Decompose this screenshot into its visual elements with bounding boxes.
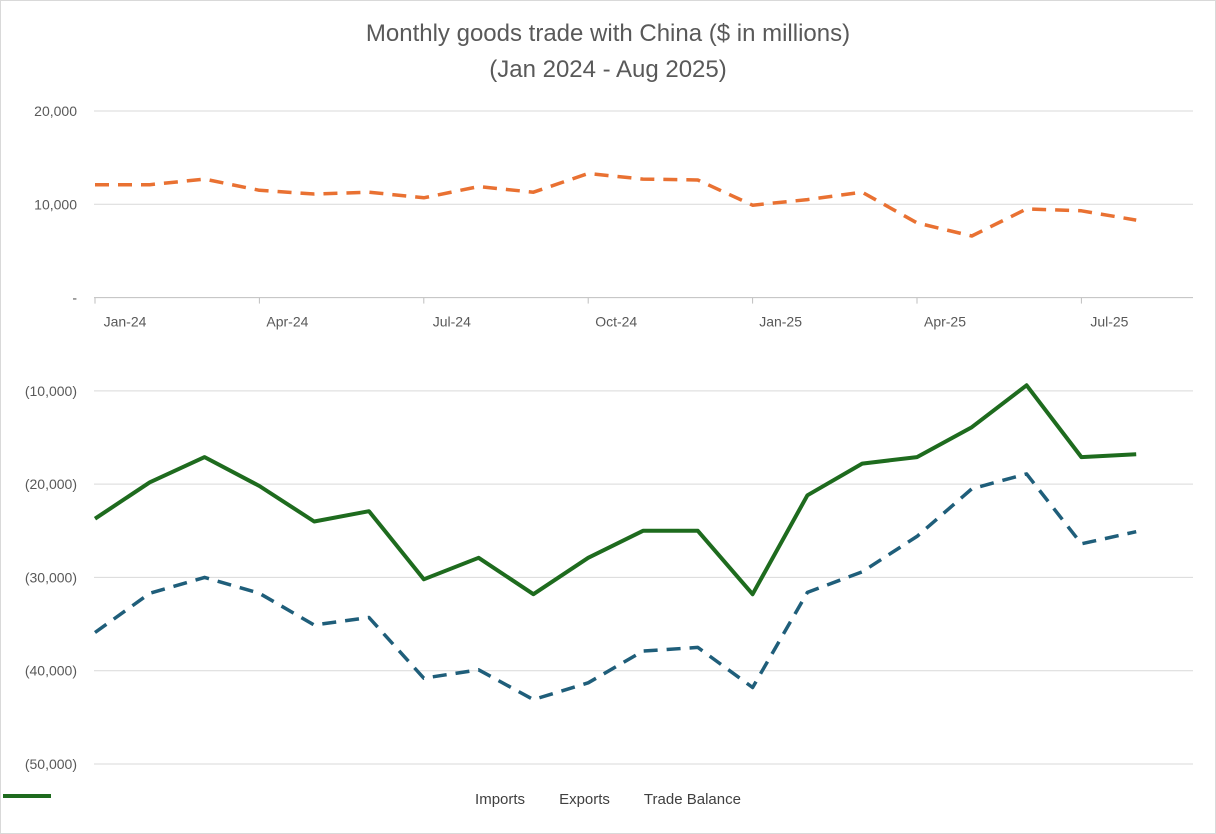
series-line-exports xyxy=(95,171,1137,238)
data-point-trade-balance xyxy=(93,517,97,521)
legend-swatch-trade-balance xyxy=(3,794,51,798)
y-tick-label: - xyxy=(72,290,77,306)
data-point-exports xyxy=(477,185,481,189)
y-tick-label: 20,000 xyxy=(34,103,77,119)
data-point-imports xyxy=(1079,542,1083,546)
data-point-imports xyxy=(477,668,481,672)
data-point-imports xyxy=(1025,472,1029,476)
data-point-trade-balance xyxy=(312,520,316,524)
data-point-exports xyxy=(1025,207,1029,211)
legend-label-exports: Exports xyxy=(559,791,610,808)
data-point-imports xyxy=(586,681,590,685)
data-point-imports xyxy=(93,631,97,635)
data-point-imports xyxy=(1134,530,1138,534)
data-point-trade-balance xyxy=(1079,455,1083,459)
x-tick-label: Jul-25 xyxy=(1090,314,1128,330)
chart-title: Monthly goods trade with China ($ in mil… xyxy=(365,20,851,47)
data-point-exports xyxy=(422,196,426,200)
legend-label-trade-balance: Trade Balance xyxy=(643,791,741,808)
legend-item-exports: Exports xyxy=(3,791,610,808)
data-point-exports xyxy=(586,172,590,176)
data-point-imports xyxy=(148,591,152,595)
data-point-trade-balance xyxy=(203,455,207,459)
data-point-exports xyxy=(860,190,864,194)
x-tick-label: Apr-25 xyxy=(924,314,966,330)
data-point-imports xyxy=(970,487,974,491)
x-tick-label: Jan-24 xyxy=(104,314,147,330)
data-point-exports xyxy=(970,234,974,238)
data-point-imports xyxy=(805,590,809,594)
data-point-trade-balance xyxy=(915,455,919,459)
data-point-imports xyxy=(367,616,371,620)
x-tick-label: Oct-24 xyxy=(595,314,637,330)
data-point-trade-balance xyxy=(1134,452,1138,456)
data-point-imports xyxy=(641,649,645,653)
data-point-trade-balance xyxy=(531,592,535,596)
data-point-exports xyxy=(203,177,207,181)
data-point-exports xyxy=(148,183,152,187)
data-point-exports xyxy=(93,183,97,187)
data-point-imports xyxy=(915,534,919,538)
y-tick-label: (40,000) xyxy=(25,663,77,679)
data-point-imports xyxy=(203,575,207,579)
data-point-exports xyxy=(257,188,261,192)
x-tick-label: Apr-24 xyxy=(266,314,308,330)
data-point-imports xyxy=(751,686,755,690)
data-point-trade-balance xyxy=(696,529,700,533)
legend-label-imports: Imports xyxy=(475,791,526,808)
data-point-trade-balance xyxy=(751,592,755,596)
data-point-trade-balance xyxy=(367,509,371,513)
data-point-exports xyxy=(1134,218,1138,222)
legend-item-imports: Imports xyxy=(3,791,526,808)
data-point-trade-balance xyxy=(477,556,481,560)
data-point-trade-balance xyxy=(1025,383,1029,387)
data-point-trade-balance xyxy=(970,425,974,429)
data-point-exports xyxy=(1079,209,1083,213)
data-point-imports xyxy=(860,570,864,574)
y-tick-label: (20,000) xyxy=(25,476,77,492)
data-point-trade-balance xyxy=(422,577,426,581)
data-point-trade-balance xyxy=(586,556,590,560)
legend-item-trade-balance: Trade Balance xyxy=(3,791,741,808)
data-point-trade-balance xyxy=(257,484,261,488)
data-point-imports xyxy=(422,676,426,680)
data-point-trade-balance xyxy=(148,480,152,484)
data-point-exports xyxy=(805,198,809,202)
data-point-imports xyxy=(257,591,261,595)
data-point-exports xyxy=(751,203,755,207)
data-point-exports xyxy=(367,190,371,194)
data-point-trade-balance xyxy=(860,462,864,466)
data-point-exports xyxy=(915,221,919,225)
data-point-exports xyxy=(696,178,700,182)
y-tick-label: (30,000) xyxy=(25,569,77,585)
data-point-exports xyxy=(641,177,645,181)
data-point-trade-balance xyxy=(641,529,645,533)
data-point-imports xyxy=(696,645,700,649)
y-tick-label: (50,000) xyxy=(25,756,77,772)
data-point-imports xyxy=(531,698,535,702)
data-point-exports xyxy=(531,190,535,194)
y-tick-label: (10,000) xyxy=(25,383,77,399)
legend: Imports Exports Trade Balance xyxy=(1,791,1215,808)
series-line-trade-balance xyxy=(93,383,1137,597)
x-tick-label: Jul-24 xyxy=(433,314,471,330)
series-line-imports xyxy=(93,472,1137,702)
data-point-exports xyxy=(312,192,316,196)
x-tick-label: Jan-25 xyxy=(759,314,802,330)
y-tick-label: 10,000 xyxy=(34,196,77,212)
chart-subtitle: (Jan 2024 - Aug 2025) xyxy=(489,56,727,83)
data-point-trade-balance xyxy=(805,493,809,497)
data-point-imports xyxy=(312,623,316,627)
